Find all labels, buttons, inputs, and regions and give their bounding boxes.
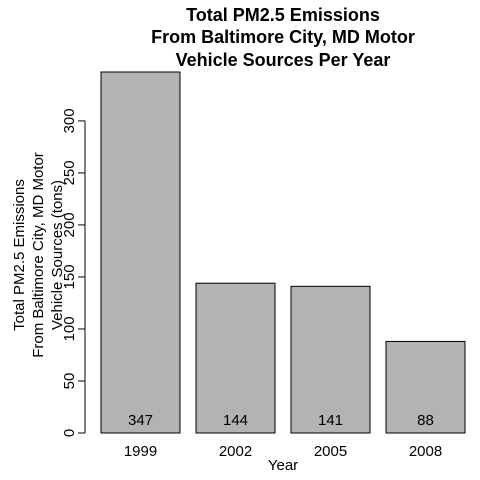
y-axis-title-line-3: Vehicle Sources (tons)	[49, 180, 66, 330]
x-tick-labels-group: 1999 2002 2005 2008	[124, 443, 442, 460]
y-tick-label-250: 250	[61, 160, 78, 185]
y-axis-title-line-2: From Baltimore City, MD Motor	[30, 152, 47, 358]
y-axis-title: Total PM2.5 Emissions From Baltimore Cit…	[11, 152, 66, 358]
x-tick-label-2008: 2008	[409, 443, 442, 460]
x-tick-label-1999: 1999	[124, 443, 157, 460]
data-label-2008: 88	[417, 412, 434, 429]
x-tick-label-2005: 2005	[314, 443, 347, 460]
y-tick-label-150: 150	[61, 264, 78, 289]
bars-group	[100, 71, 466, 434]
data-label-2002: 144	[223, 412, 248, 429]
bar-2002	[195, 282, 276, 434]
bar-1999	[100, 71, 181, 434]
x-axis-title: Year	[268, 457, 298, 474]
data-labels-group: 347 144 141 88	[128, 412, 434, 429]
chart-title-line-3: Vehicle Sources Per Year	[176, 50, 391, 70]
y-tick-label-50: 50	[61, 373, 78, 390]
y-tick-label-0: 0	[61, 429, 78, 437]
chart-title-line-2: From Baltimore City, MD Motor	[151, 27, 415, 47]
y-tick-label-100: 100	[61, 316, 78, 341]
y-axis: 0 50 100 150 200 250 300	[61, 108, 86, 437]
y-tick-label-300: 300	[61, 108, 78, 133]
chart-title-line-1: Total PM2.5 Emissions	[186, 5, 380, 25]
chart-title: Total PM2.5 Emissions From Baltimore Cit…	[151, 5, 415, 70]
y-axis-title-line-1: Total PM2.5 Emissions	[11, 179, 28, 331]
y-tick-label-200: 200	[61, 212, 78, 237]
bar-2008	[385, 340, 466, 434]
x-tick-label-2002: 2002	[219, 443, 252, 460]
data-label-2005: 141	[318, 412, 343, 429]
data-label-1999: 347	[128, 412, 153, 429]
bar-2005	[290, 285, 371, 434]
